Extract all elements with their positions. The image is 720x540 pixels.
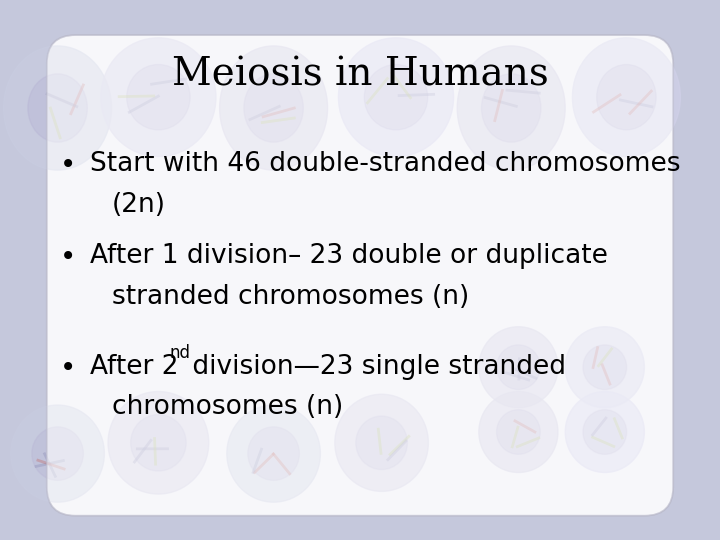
Ellipse shape xyxy=(457,46,565,170)
Ellipse shape xyxy=(227,405,320,502)
Text: division—23 single stranded: division—23 single stranded xyxy=(184,354,566,380)
Text: stranded chromosomes (n): stranded chromosomes (n) xyxy=(112,284,469,309)
Ellipse shape xyxy=(32,427,84,481)
FancyBboxPatch shape xyxy=(47,35,673,516)
Ellipse shape xyxy=(565,327,644,408)
Text: chromosomes (n): chromosomes (n) xyxy=(112,394,343,420)
Ellipse shape xyxy=(482,74,541,142)
Ellipse shape xyxy=(479,327,558,408)
Text: (2n): (2n) xyxy=(112,192,166,218)
Text: •: • xyxy=(60,243,76,271)
Ellipse shape xyxy=(497,410,540,454)
Ellipse shape xyxy=(583,410,626,454)
Ellipse shape xyxy=(108,392,209,494)
Ellipse shape xyxy=(364,65,428,130)
Ellipse shape xyxy=(28,74,87,142)
Ellipse shape xyxy=(220,46,328,170)
Ellipse shape xyxy=(244,74,303,142)
Text: After 2: After 2 xyxy=(90,354,179,380)
Ellipse shape xyxy=(356,416,408,469)
Ellipse shape xyxy=(338,38,454,157)
Ellipse shape xyxy=(583,345,626,389)
Ellipse shape xyxy=(11,405,104,502)
Ellipse shape xyxy=(335,394,428,491)
Ellipse shape xyxy=(479,392,558,472)
Text: nd: nd xyxy=(170,344,191,362)
Text: •: • xyxy=(60,151,76,179)
Text: Meiosis in Humans: Meiosis in Humans xyxy=(171,57,549,94)
Text: Start with 46 double-stranded chromosomes: Start with 46 double-stranded chromosome… xyxy=(90,151,680,177)
Text: •: • xyxy=(60,354,76,382)
Ellipse shape xyxy=(101,38,216,157)
FancyBboxPatch shape xyxy=(47,35,673,516)
Ellipse shape xyxy=(572,38,680,157)
Ellipse shape xyxy=(497,345,540,389)
Ellipse shape xyxy=(565,392,644,472)
Ellipse shape xyxy=(131,415,186,471)
Ellipse shape xyxy=(127,65,190,130)
Text: After 1 division– 23 double or duplicate: After 1 division– 23 double or duplicate xyxy=(90,243,608,269)
Ellipse shape xyxy=(597,65,656,130)
Ellipse shape xyxy=(248,427,300,481)
Ellipse shape xyxy=(4,46,112,170)
